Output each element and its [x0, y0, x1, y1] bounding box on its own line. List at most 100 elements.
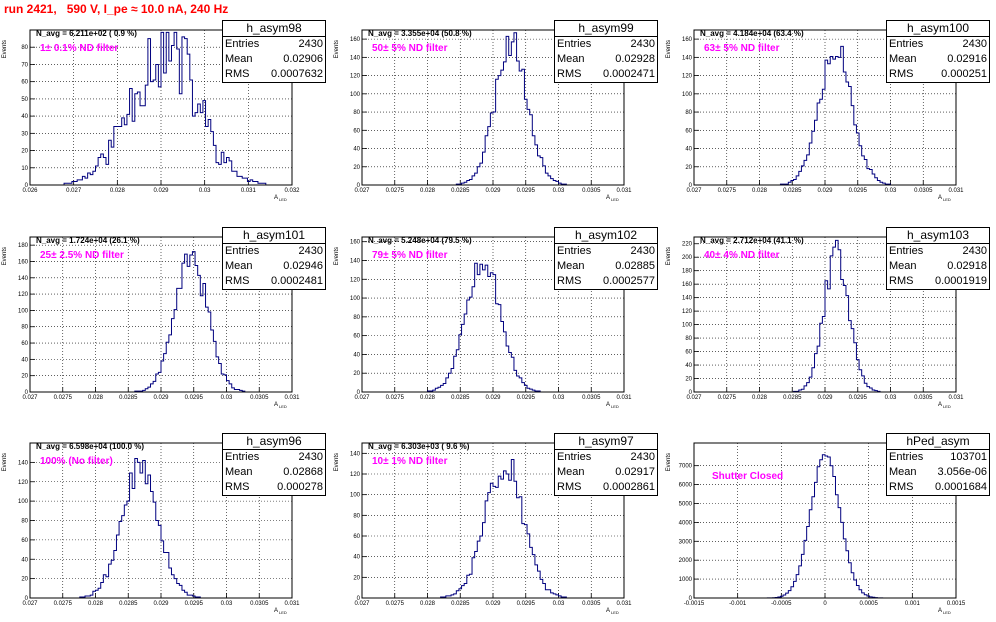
y-tick-label: 120 [682, 309, 693, 315]
x-axis-label: ALED [938, 402, 951, 409]
plot-frame [693, 29, 957, 186]
y-tick-label: 0 [357, 183, 361, 189]
y-tick-label: 120 [18, 292, 29, 298]
y-tick-label: 120 [18, 480, 29, 486]
stats-row-entries: Entries 2430 [223, 37, 325, 52]
stats-label: Mean [557, 53, 585, 65]
y-tick-label: 140 [682, 296, 693, 302]
y-tick-label: 60 [685, 350, 692, 356]
stats-label: Entries [225, 38, 260, 50]
stats-row-rms: RMS 0.0002471 [555, 67, 657, 82]
filter-label: 50± 5% ND filter [372, 43, 448, 54]
histogram-panel-h_asym101: 0.027 0.0275 0.028 0.0285 0.029 0.0295 0.03 0.0… [0, 210, 332, 415]
x-tick-label: 0.026 [22, 188, 38, 194]
histogram-panel-h_asym96: 0.027 0.0275 0.028 0.0285 0.029 0.0295 0.03 0.0… [0, 416, 332, 621]
y-tick-label: 40 [21, 357, 28, 363]
stats-label: RMS [557, 481, 582, 493]
x-tick-label: 0.0305 [250, 395, 269, 401]
plot-frame [361, 236, 625, 393]
y-tick-label: 120 [350, 277, 361, 283]
stats-row-mean: Mean 0.02918 [887, 259, 989, 274]
x-tick-label: 0.031 [284, 601, 300, 607]
y-tick-label: 140 [350, 258, 361, 264]
navg-label: N_avg = 5.248e+04 (79.5 %) [368, 236, 472, 245]
x-tick-label: 0.031 [284, 395, 300, 401]
y-tick-label: 100 [350, 296, 361, 302]
plot-frame [693, 442, 957, 599]
x-tick-label: 0.029 [817, 188, 833, 194]
x-tick-label: 0.027 [686, 395, 702, 401]
x-tick-label: 0.0305 [914, 188, 933, 194]
y-tick-label: 120 [350, 74, 361, 80]
stats-label: RMS [557, 275, 582, 287]
navg-label: N_avg = 6.303e+03 ( 9.6 %) [368, 442, 470, 451]
stats-label: Entries [889, 451, 924, 463]
stats-label: Entries [557, 245, 592, 257]
x-tick-label: 0.03 [553, 601, 565, 607]
x-axis-label: ALED [938, 608, 951, 615]
x-axis-label: ALED [274, 608, 287, 615]
x-tick-label: 0.03 [553, 188, 565, 194]
y-tick-label: 40 [685, 147, 692, 153]
y-tick-label: 40 [685, 363, 692, 369]
y-tick-label: 60 [353, 334, 360, 340]
x-tick-label: 0.0275 [54, 395, 73, 401]
stats-row-rms: RMS 0.000251 [887, 67, 989, 82]
stats-row-mean: Mean 0.02885 [555, 259, 657, 274]
stats-row-entries: Entries 2430 [223, 450, 325, 465]
y-tick-label: 220 [682, 242, 693, 248]
y-tick-label: 60 [353, 534, 360, 540]
y-tick-label: 60 [21, 80, 28, 86]
x-tick-label: 0.03 [885, 395, 897, 401]
x-tick-label: 0.028 [110, 188, 126, 194]
stats-label: Entries [225, 451, 260, 463]
stats-row-rms: RMS 0.0001684 [887, 480, 989, 495]
x-tick-label: -0.0005 [771, 601, 792, 607]
y-tick-label: 100 [18, 308, 29, 314]
y-tick-label: 10 [21, 166, 28, 172]
x-tick-label: 0.0015 [947, 601, 966, 607]
stats-value: 0.02868 [283, 466, 323, 478]
stats-value: 0.000251 [941, 68, 987, 80]
y-tick-label: 200 [682, 255, 693, 261]
y-tick-label: 40 [353, 555, 360, 561]
x-axis-label: ALED [938, 195, 951, 202]
y-axis-label: Events [2, 40, 8, 58]
y-tick-label: 160 [682, 37, 693, 43]
y-tick-label: 100 [350, 92, 361, 98]
stats-value: 0.02906 [283, 53, 323, 65]
x-tick-label: 0.031 [616, 601, 632, 607]
y-tick-label: 40 [21, 557, 28, 563]
x-tick-label: 0.028 [752, 188, 768, 194]
x-tick-label: 0.0285 [451, 395, 470, 401]
histogram-panel-h_asym98: 0.026 0.027 0.028 0.029 0.03 0.031 0.032 0 10 20 3… [0, 3, 332, 208]
y-axis-label: Events [334, 247, 340, 265]
stats-value: 0.0002577 [603, 275, 655, 287]
y-axis-label: Events [334, 453, 340, 471]
stats-label: Entries [557, 451, 592, 463]
x-tick-label: 0.0285 [783, 395, 802, 401]
stats-label: Mean [889, 260, 917, 272]
x-axis-label: ALED [274, 195, 287, 202]
stats-box: h_asym102 Entries 2430 Mean 0.02885 RMS 0.0002… [554, 227, 658, 290]
x-tick-label: 0.0275 [386, 395, 405, 401]
y-tick-label: 100 [350, 493, 361, 499]
stats-value: 0.0002481 [271, 275, 323, 287]
stats-value: 0.02885 [615, 260, 655, 272]
x-tick-label: 0.029 [817, 395, 833, 401]
y-tick-label: 5000 [679, 501, 693, 507]
stats-label: Mean [557, 260, 585, 272]
x-tick-label: 0.0285 [783, 188, 802, 194]
stats-value: 0.02916 [947, 53, 987, 65]
x-tick-label: 0.0295 [517, 188, 536, 194]
x-tick-label: 0.03 [553, 395, 565, 401]
stats-label: RMS [225, 68, 250, 80]
histogram-svg: 0.027 0.0275 0.028 0.0285 0.029 0.0295 0.03 0.0… [334, 29, 632, 202]
x-tick-label: 0.0285 [451, 188, 470, 194]
stats-value: 103701 [950, 451, 987, 463]
stats-value: 0.02928 [615, 53, 655, 65]
y-tick-label: 80 [21, 45, 28, 51]
stats-row-rms: RMS 0.0002861 [555, 480, 657, 495]
y-tick-label: 80 [21, 519, 28, 525]
y-axis-label: Events [2, 247, 8, 265]
